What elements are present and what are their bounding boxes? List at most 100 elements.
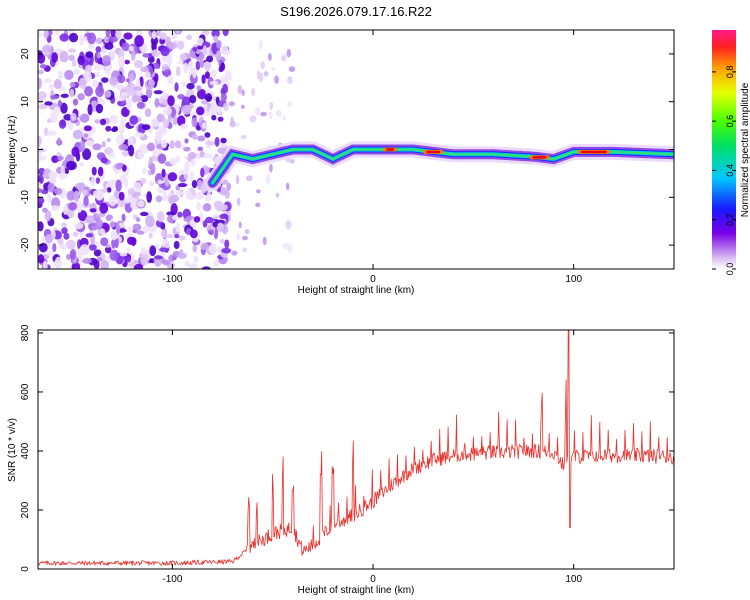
noise-blob <box>68 202 78 211</box>
noise-blob <box>45 233 54 244</box>
noise-blob <box>105 63 112 76</box>
noise-blob <box>121 164 127 172</box>
noise-blob <box>166 211 176 216</box>
noise-blob <box>151 30 157 40</box>
noise-blob <box>45 251 55 256</box>
noise-blob <box>184 160 191 168</box>
noise-blob <box>105 30 111 38</box>
noise-blob <box>83 195 89 207</box>
noise-blob <box>155 243 160 250</box>
spectrogram-xtick-label: 0 <box>370 274 376 285</box>
noise-blob <box>196 106 205 116</box>
noise-blob <box>136 101 145 109</box>
snr-ytick-label: 200 <box>20 501 31 518</box>
noise-blob <box>150 36 159 46</box>
noise-blob <box>177 211 183 218</box>
noise-blob <box>204 61 211 71</box>
noise-blob <box>82 148 92 160</box>
noise-blob <box>181 80 187 87</box>
noise-blob <box>128 73 134 82</box>
noise-blob <box>93 64 104 71</box>
noise-blob <box>190 158 196 167</box>
noise-blob <box>153 90 163 95</box>
noise-blob <box>260 61 265 70</box>
noise-blob <box>208 229 214 235</box>
noise-blob <box>58 119 67 129</box>
noise-blob <box>236 197 241 206</box>
noise-blob <box>38 155 44 162</box>
noise-blob <box>218 204 228 211</box>
noise-blob <box>77 210 88 221</box>
noise-blob <box>124 59 130 65</box>
noise-blob <box>73 68 81 75</box>
noise-blob <box>196 37 204 45</box>
noise-blob <box>204 71 210 79</box>
noise-blob <box>47 182 56 193</box>
noise-blob <box>168 41 178 50</box>
noise-blob <box>117 56 125 68</box>
noise-blob <box>177 182 188 188</box>
noise-blob <box>43 78 52 84</box>
noise-blob <box>287 100 292 108</box>
noise-blob <box>231 250 238 256</box>
noise-blob <box>136 230 145 235</box>
noise-blob <box>83 125 92 132</box>
noise-blob <box>281 55 286 62</box>
noise-blob <box>191 117 198 128</box>
noise-blob <box>115 179 122 192</box>
noise-blob <box>93 71 101 78</box>
noise-blob <box>109 114 119 125</box>
noise-blob <box>51 205 60 212</box>
noise-blob <box>38 196 45 205</box>
noise-blob <box>66 190 76 201</box>
noise-blob <box>167 56 173 67</box>
ridge-hot-core <box>580 150 607 154</box>
snr-ytick-label: 400 <box>20 442 31 459</box>
noise-blob <box>271 66 276 71</box>
noise-blob <box>70 112 77 122</box>
noise-blob <box>204 132 211 138</box>
noise-blob <box>47 30 53 36</box>
noise-blob <box>216 40 222 49</box>
noise-blob <box>79 161 85 168</box>
noise-blob <box>128 144 135 157</box>
noise-blob <box>123 32 133 40</box>
noise-blob <box>100 237 109 247</box>
noise-blob <box>218 66 224 73</box>
noise-blob <box>161 93 168 99</box>
noise-blob <box>183 146 191 152</box>
noise-blob <box>126 247 131 253</box>
snr-ylabel: SNR (10 * v/v) <box>7 418 18 482</box>
noise-blob <box>289 158 295 164</box>
noise-blob <box>160 46 170 57</box>
ridge-hot-core <box>532 156 547 159</box>
noise-blob <box>149 180 155 187</box>
noise-blob <box>225 70 232 80</box>
noise-blob <box>60 93 69 98</box>
noise-blob <box>140 247 147 255</box>
noise-blob <box>226 182 232 191</box>
noise-blob <box>163 69 172 78</box>
noise-blob <box>85 51 94 59</box>
noise-blob <box>57 99 63 108</box>
noise-blob <box>195 60 201 71</box>
noise-blob <box>237 85 243 95</box>
noise-blob <box>213 35 219 43</box>
noise-blob <box>235 174 240 185</box>
noise-blob <box>127 188 135 196</box>
noise-blob <box>224 189 230 200</box>
noise-blob <box>120 91 128 98</box>
noise-blob <box>208 106 216 115</box>
noise-blob <box>73 190 80 202</box>
noise-blob <box>268 111 273 119</box>
noise-blob <box>63 232 70 240</box>
noise-blob <box>285 220 292 230</box>
noise-blob <box>38 188 44 193</box>
noise-blob <box>286 49 292 58</box>
noise-blob <box>155 132 162 142</box>
noise-blob <box>58 172 68 180</box>
noise-blob <box>197 135 206 142</box>
noise-blob <box>139 177 147 185</box>
noise-blob <box>65 239 76 250</box>
noise-blob <box>99 118 107 126</box>
